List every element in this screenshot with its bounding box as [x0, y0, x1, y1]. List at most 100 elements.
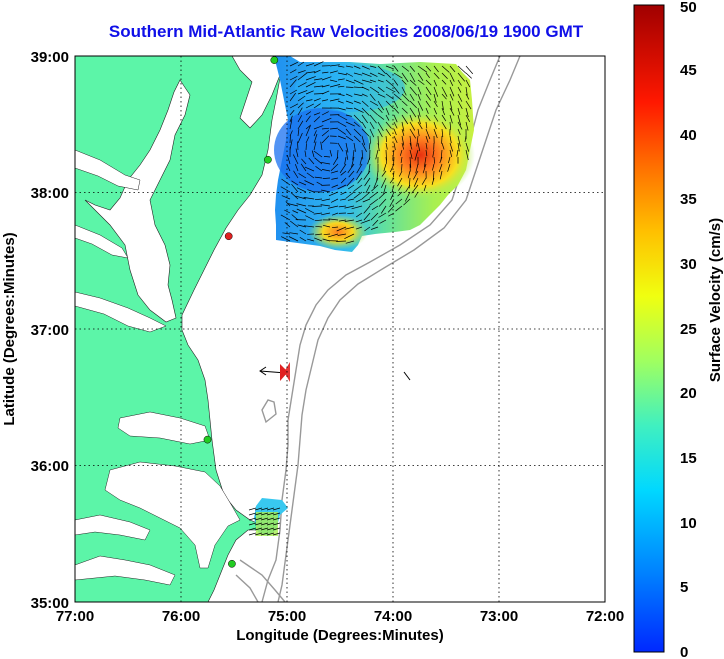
velocity-vector — [353, 93, 363, 97]
velocity-vector — [328, 233, 339, 238]
velocity-vector — [372, 219, 379, 227]
colorbar-tick-label: 50 — [680, 0, 697, 16]
velocity-vector — [315, 233, 323, 236]
velocity-vector — [369, 93, 376, 101]
velocity-vector — [312, 205, 323, 207]
velocity-vector — [385, 93, 394, 100]
colorbar-tick-label: 45 — [680, 62, 697, 79]
velocity-vector — [322, 224, 331, 228]
velocity-vector — [425, 142, 428, 150]
station-alert-marker — [224, 232, 233, 241]
velocity-vector — [289, 69, 297, 74]
velocity-vector — [425, 135, 429, 143]
velocity-vector — [304, 166, 315, 172]
velocity-vector — [297, 102, 304, 109]
velocity-vector — [260, 517, 269, 521]
velocity-vector — [385, 72, 392, 78]
colorbar-tick-label: 15 — [680, 450, 697, 467]
velocity-vector — [431, 177, 435, 185]
velocity-vector — [439, 170, 443, 180]
velocity-vector — [369, 86, 379, 94]
velocity-vector — [369, 65, 377, 68]
velocity-vector — [417, 93, 421, 101]
velocity-vector — [313, 85, 324, 88]
velocity-vector — [299, 229, 307, 235]
velocity-vector — [331, 177, 339, 180]
velocity-vector — [296, 187, 307, 193]
velocity-vector — [291, 214, 299, 221]
velocity-vector — [465, 79, 471, 88]
velocity-vector — [327, 205, 339, 209]
velocity-vector — [316, 181, 323, 186]
y-tick-label: 38:00 — [31, 185, 69, 202]
velocity-vector — [347, 212, 355, 215]
velocity-vector — [329, 127, 338, 130]
velocity-vector — [353, 121, 360, 127]
velocity-vector — [266, 507, 275, 511]
velocity-vector — [441, 100, 444, 111]
velocity-vector — [377, 142, 380, 152]
velocity-vector — [397, 191, 403, 197]
velocity-vector — [378, 198, 387, 207]
velocity-vector — [380, 177, 387, 188]
velocity-vector — [438, 163, 443, 173]
velocity-vector — [289, 135, 291, 144]
velocity-vector — [433, 107, 438, 115]
velocity-vector — [289, 115, 293, 123]
velocity-vector — [457, 135, 461, 147]
velocity-vector — [353, 191, 363, 199]
velocity-vector — [361, 142, 368, 152]
velocity-vector — [315, 225, 323, 228]
isolated-vector — [403, 371, 411, 381]
velocity-vector — [378, 212, 387, 218]
velocity-vector — [348, 170, 355, 178]
velocity-vector — [393, 72, 403, 79]
velocity-vector — [331, 184, 339, 188]
velocity-vector — [298, 181, 307, 186]
velocity-vector — [465, 149, 469, 161]
velocity-vector — [321, 189, 331, 193]
velocity-vector — [248, 507, 257, 511]
velocity-vector — [338, 205, 347, 208]
velocity-vector — [344, 226, 355, 230]
velocity-vector — [288, 236, 299, 242]
velocity-vector — [367, 156, 371, 165]
velocity-vector — [266, 532, 275, 536]
velocity-vector — [248, 517, 257, 521]
velocity-vector — [409, 156, 412, 168]
velocity-vector — [337, 85, 345, 88]
velocity-vector — [353, 128, 362, 137]
velocity-vector — [449, 86, 455, 97]
velocity-vector — [457, 93, 463, 102]
velocity-vector — [379, 219, 387, 224]
velocity-vector — [397, 177, 403, 187]
velocity-vector — [433, 121, 437, 130]
velocity-vector — [441, 72, 448, 79]
map-grid — [75, 56, 605, 602]
velocity-vector — [289, 61, 299, 67]
velocity-vector — [401, 107, 408, 114]
velocity-vector — [305, 207, 315, 214]
velocity-vector — [305, 124, 312, 130]
velocity-vector — [289, 92, 296, 102]
velocity-vector — [377, 93, 386, 98]
high-velocity-core — [365, 110, 475, 200]
velocity-vector — [456, 149, 459, 157]
colorbar-tick-label: 40 — [680, 127, 697, 144]
velocity-vector — [344, 233, 355, 240]
low-velocity-band — [295, 64, 405, 112]
velocity-vector — [433, 79, 438, 87]
velocity-vector — [297, 115, 303, 123]
velocity-vector — [361, 114, 368, 124]
x-tick-label: 73:00 — [480, 608, 518, 625]
velocity-vector — [353, 135, 361, 143]
velocity-vector — [337, 65, 345, 68]
velocity-vector — [441, 93, 447, 100]
velocity-vector — [289, 75, 298, 81]
velocity-vector — [441, 79, 447, 85]
velocity-vector — [385, 79, 395, 87]
map-title: Southern Mid-Atlantic Raw Velocities 200… — [108, 22, 584, 41]
velocity-vector — [329, 84, 341, 88]
velocity-vector — [377, 128, 383, 138]
velocity-vector — [423, 156, 427, 168]
